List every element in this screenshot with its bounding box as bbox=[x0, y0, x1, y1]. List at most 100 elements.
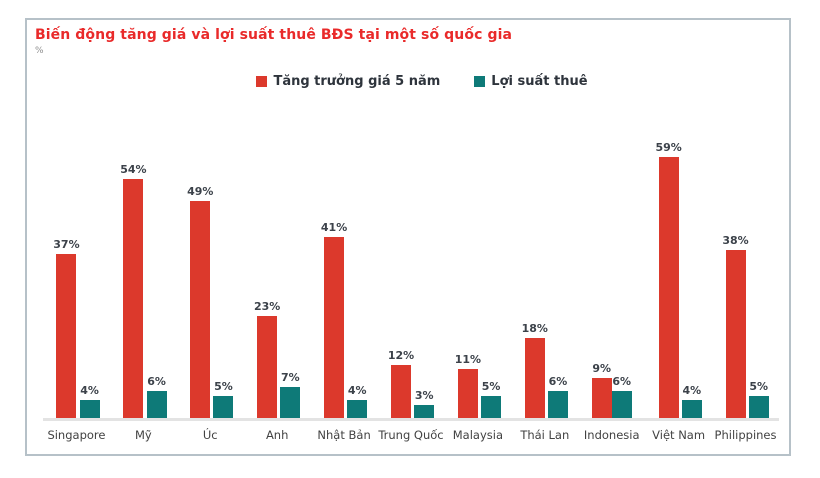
legend-item-0: Tăng trưởng giá 5 năm bbox=[256, 74, 440, 89]
bar-value-label-rental-yield-0: 4% bbox=[80, 384, 99, 397]
category-label-3: Anh bbox=[265, 428, 289, 442]
bar-wrap: 4% bbox=[79, 384, 100, 418]
bar-wrap: 4% bbox=[681, 384, 702, 418]
bar-group-9: 59% 4% bbox=[645, 141, 712, 418]
bar-pair: 11% 5% bbox=[455, 353, 502, 418]
bar-price-growth-3 bbox=[257, 316, 278, 418]
bar-price-growth-1 bbox=[123, 179, 144, 418]
bar-pair: 23% 7% bbox=[254, 300, 301, 418]
bar-value-label-price-growth-10: 38% bbox=[722, 234, 749, 247]
bar-group-4: 41% 4% bbox=[311, 221, 378, 418]
legend: Tăng trưởng giá 5 năm Lợi suất thuê bbox=[41, 74, 803, 89]
legend-label: Lợi suất thuê bbox=[491, 74, 588, 89]
category-label-7: Thái Lan bbox=[520, 428, 570, 442]
bar-rental-yield-6 bbox=[481, 396, 502, 418]
bar-value-label-rental-yield-4: 4% bbox=[347, 384, 367, 397]
bar-pair: 54% 6% bbox=[120, 163, 167, 418]
bar-value-label-rental-yield-1: 6% bbox=[147, 375, 166, 388]
bar-value-label-rental-yield-9: 4% bbox=[682, 384, 702, 397]
bar-wrap: 18% bbox=[522, 322, 548, 418]
bar-groups: 37% 4% 54% 6% 49% 5% 23% 7% 41% 4% 12% 3% 11% 5% 18% 6%… bbox=[43, 134, 779, 418]
bar-wrap: 4% bbox=[347, 384, 368, 418]
bar-value-label-rental-yield-7: 6% bbox=[548, 375, 568, 388]
bar-value-label-rental-yield-6: 5% bbox=[481, 380, 501, 393]
bar-wrap: 54% bbox=[120, 163, 147, 418]
bar-wrap: 11% bbox=[455, 353, 481, 418]
bar-value-label-rental-yield-2: 5% bbox=[214, 380, 233, 393]
bar-wrap: 6% bbox=[547, 375, 568, 418]
bar-group-5: 12% 3% bbox=[378, 349, 445, 418]
legend-swatch bbox=[474, 76, 486, 87]
category-label-2: Úc bbox=[202, 428, 218, 442]
bar-value-label-price-growth-2: 49% bbox=[187, 185, 214, 198]
bar-wrap: 6% bbox=[611, 375, 632, 418]
category-label-10: Philippines bbox=[714, 428, 777, 442]
y-axis-unit-label: % bbox=[35, 46, 44, 56]
bar-pair: 12% 3% bbox=[388, 349, 435, 418]
bar-group-7: 18% 6% bbox=[511, 322, 578, 418]
plot-area: 37% 4% 54% 6% 49% 5% 23% 7% 41% 4% 12% 3% 11% 5% 18% 6%… bbox=[43, 134, 779, 442]
bar-group-10: 38% 5% bbox=[712, 234, 779, 418]
bar-group-8: 9% 6% bbox=[578, 362, 645, 418]
bar-price-growth-4 bbox=[324, 237, 345, 418]
category-label-0: Singapore bbox=[47, 428, 106, 442]
legend-item-1: Lợi suất thuê bbox=[474, 74, 588, 89]
bar-wrap: 6% bbox=[146, 375, 167, 418]
bar-pair: 38% 5% bbox=[722, 234, 769, 418]
bar-wrap: 5% bbox=[213, 380, 234, 418]
bar-value-label-price-growth-8: 9% bbox=[592, 362, 612, 375]
chart-title: Biến động tăng giá và lợi suất thuê BĐS … bbox=[35, 27, 513, 43]
bar-rental-yield-4 bbox=[347, 400, 368, 418]
bar-pair: 59% 4% bbox=[655, 141, 702, 418]
bar-rental-yield-5 bbox=[414, 405, 435, 418]
bar-pair: 9% 6% bbox=[591, 362, 632, 418]
bar-group-3: 23% 7% bbox=[244, 300, 311, 418]
bar-price-growth-2 bbox=[190, 201, 211, 418]
bar-wrap: 49% bbox=[187, 185, 213, 418]
bar-wrap: 41% bbox=[321, 221, 347, 418]
bar-value-label-price-growth-1: 54% bbox=[120, 163, 147, 176]
bar-value-label-price-growth-4: 41% bbox=[320, 221, 348, 234]
bar-value-label-price-growth-6: 11% bbox=[454, 353, 482, 366]
bar-wrap: 38% bbox=[722, 234, 749, 418]
bar-value-label-price-growth-3: 23% bbox=[254, 300, 281, 313]
bar-pair: 49% 5% bbox=[187, 185, 234, 418]
category-label-9: Việt Nam bbox=[652, 428, 706, 442]
bar-rental-yield-8 bbox=[611, 391, 632, 418]
bar-wrap: 7% bbox=[280, 371, 301, 418]
category-label-4: Nhật Bản bbox=[317, 428, 371, 442]
bar-value-label-price-growth-9: 59% bbox=[655, 141, 682, 154]
category-label-6: Malaysia bbox=[452, 428, 504, 442]
bar-pair: 18% 6% bbox=[522, 322, 568, 418]
legend-swatch bbox=[256, 76, 268, 87]
bar-price-growth-5 bbox=[390, 365, 411, 418]
bar-price-growth-7 bbox=[524, 338, 545, 418]
category-label-5: Trung Quốc bbox=[378, 428, 444, 442]
bar-value-label-rental-yield-3: 7% bbox=[281, 371, 300, 384]
bar-price-growth-0 bbox=[56, 254, 77, 418]
bar-wrap: 37% bbox=[53, 238, 80, 418]
bar-wrap: 59% bbox=[655, 141, 682, 418]
bar-rental-yield-10 bbox=[748, 396, 769, 418]
bar-price-growth-8 bbox=[591, 378, 612, 418]
bar-rental-yield-9 bbox=[681, 400, 702, 418]
bar-value-label-price-growth-5: 12% bbox=[387, 349, 415, 362]
category-label-1: Mỹ bbox=[134, 428, 152, 442]
bar-rental-yield-3 bbox=[280, 387, 301, 418]
bar-group-6: 11% 5% bbox=[444, 353, 511, 418]
bar-wrap: 5% bbox=[481, 380, 502, 418]
chart-panel: Biến động tăng giá và lợi suất thuê BĐS … bbox=[25, 18, 791, 456]
x-axis-line bbox=[43, 418, 779, 421]
bar-pair: 41% 4% bbox=[321, 221, 368, 418]
bar-rental-yield-2 bbox=[213, 396, 234, 418]
bar-rental-yield-7 bbox=[547, 391, 568, 418]
category-labels: Singapore Mỹ Úc Anh Nhật Bản Trung Quốc Malays… bbox=[43, 421, 779, 442]
bar-wrap: 9% bbox=[591, 362, 612, 418]
bar-value-label-price-growth-0: 37% bbox=[53, 238, 80, 251]
bar-wrap: 12% bbox=[388, 349, 414, 418]
bar-value-label-rental-yield-10: 5% bbox=[749, 380, 769, 393]
legend-label: Tăng trưởng giá 5 năm bbox=[273, 74, 441, 89]
bar-group-2: 49% 5% bbox=[177, 185, 244, 418]
bar-value-label-rental-yield-5: 3% bbox=[414, 389, 434, 402]
bar-price-growth-10 bbox=[725, 250, 746, 418]
